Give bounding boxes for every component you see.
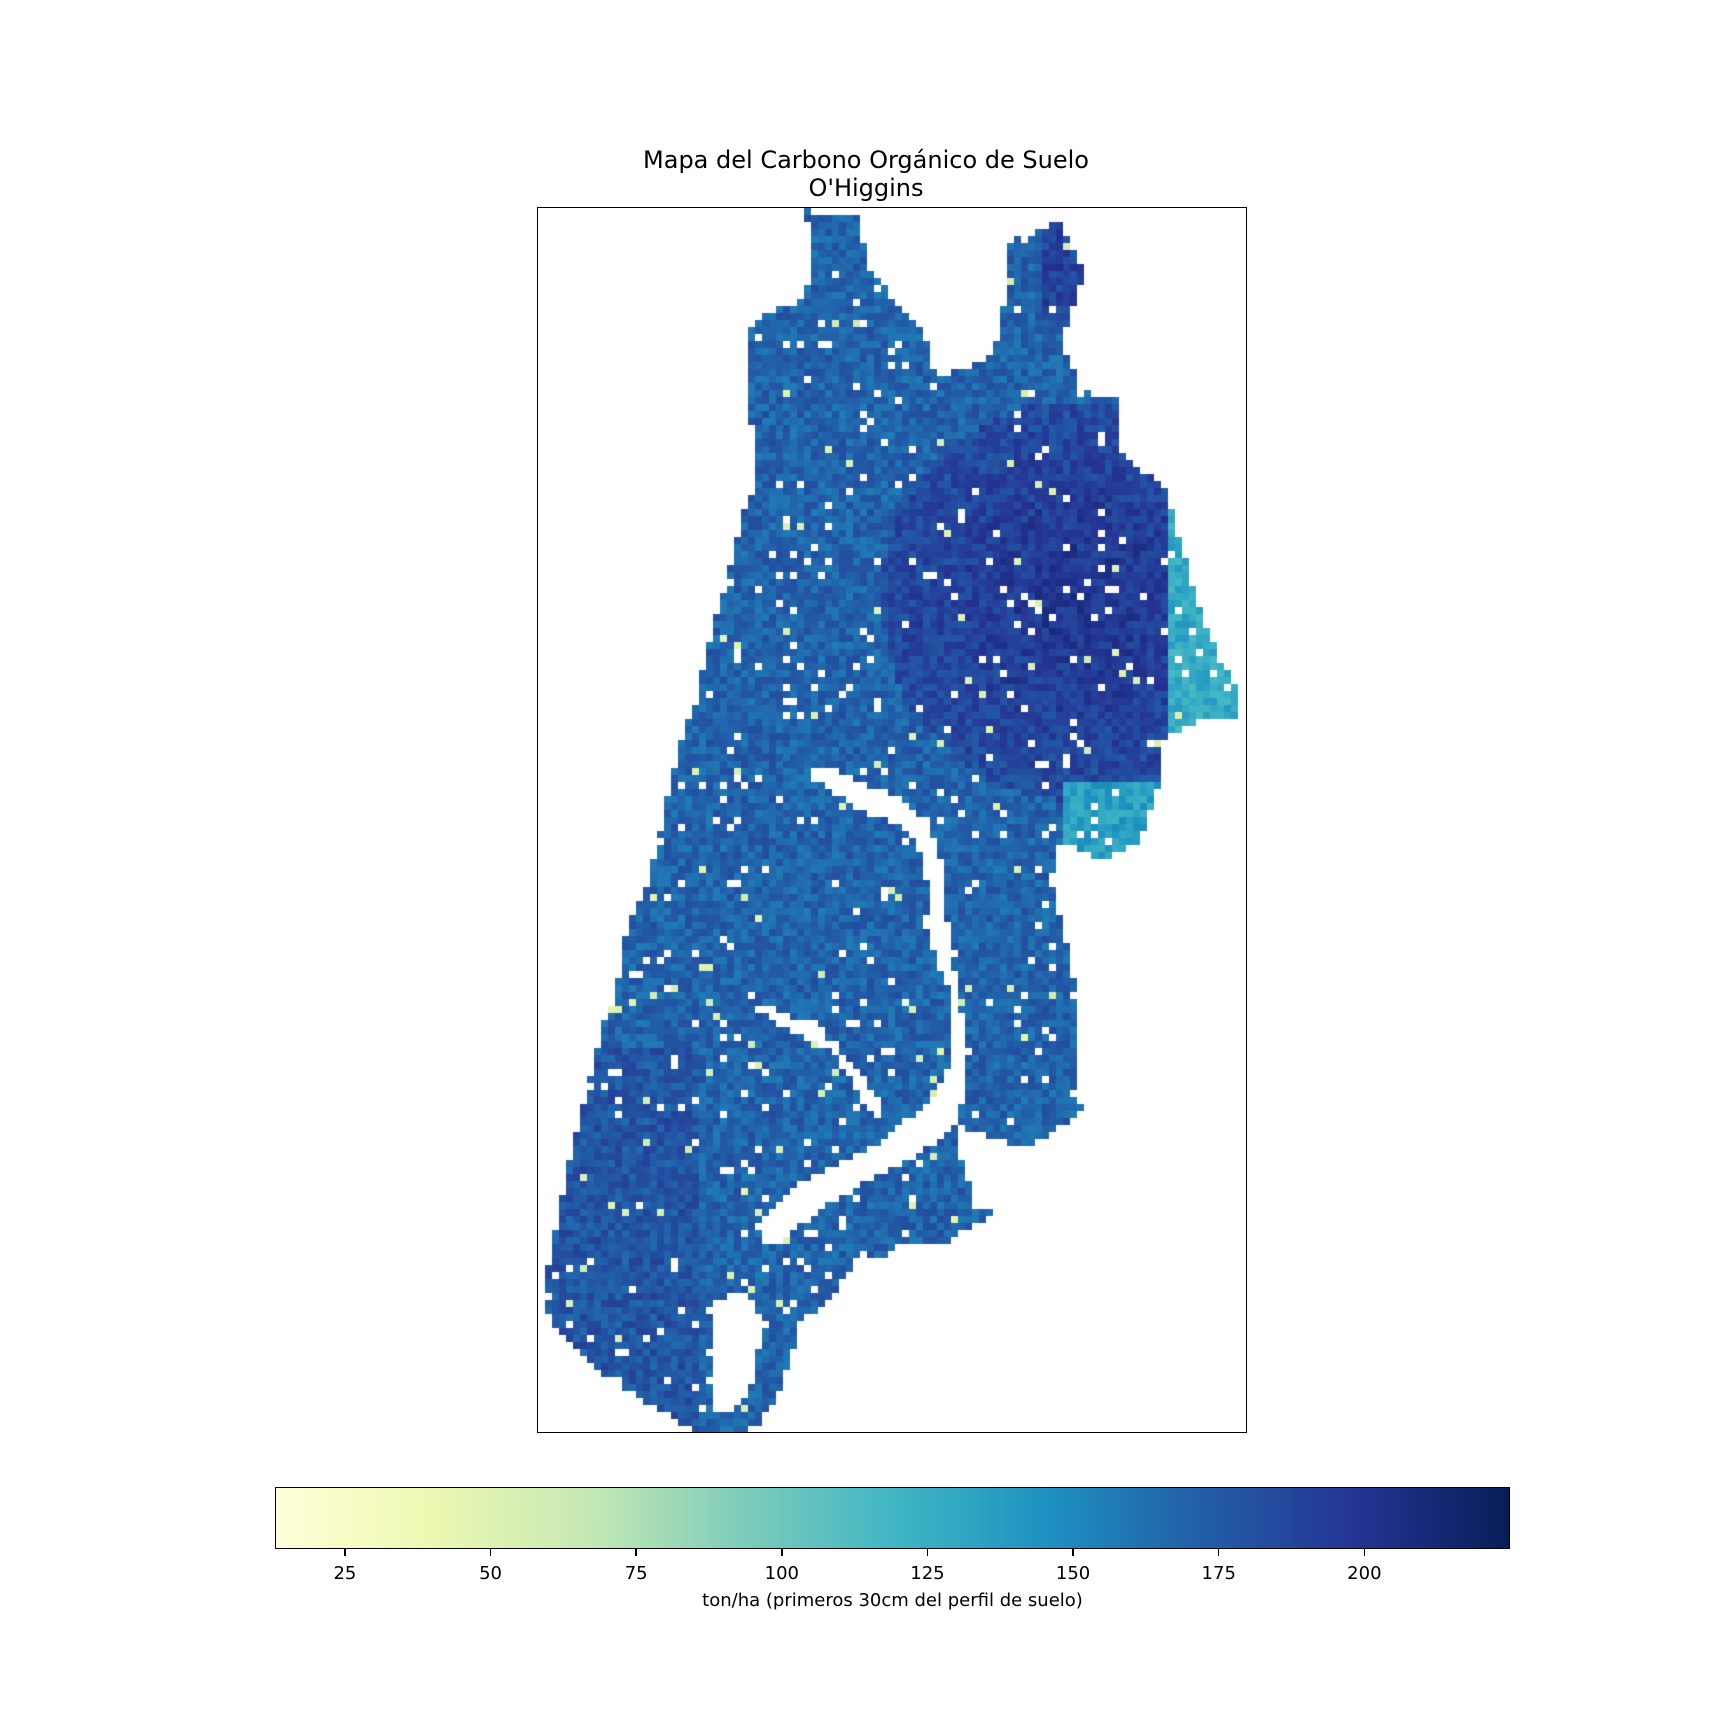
colorbar-tick-label: 150 [1055,1563,1091,1584]
colorbar-tick-label: 175 [1201,1563,1236,1584]
colorbar-tick-label: 75 [624,1563,648,1584]
map-subtitle-region: O'Higgins [808,174,924,202]
colorbar-tick-mark [635,1549,637,1556]
colorbar-tick-mark [1072,1549,1074,1556]
colorbar-ticks: 25 50 75 100 125 150 175 200 [275,1549,1510,1589]
colorbar [275,1487,1510,1549]
colorbar-tick-mark [344,1549,346,1556]
colorbar-tick-label: 50 [479,1563,502,1584]
colorbar-tick-mark [1217,1549,1220,1556]
colorbar-tick-mark [781,1549,783,1556]
colorbar-label: ton/ha (primeros 30cm del perfil de suel… [702,1590,1083,1611]
map-frame [537,207,1247,1433]
colorbar-tick-mark [1363,1549,1366,1556]
colorbar-tick-label: 125 [910,1563,945,1584]
map-title: Mapa del Carbono Orgánico de Suelo [643,146,1089,174]
colorbar-tick-mark [489,1549,492,1556]
colorbar-tick-label: 200 [1347,1563,1382,1584]
colorbar-tick-label: 25 [333,1563,357,1584]
soil-carbon-raster [538,208,1246,1432]
colorbar-tick-mark [926,1549,929,1556]
colorbar-tick-label: 100 [764,1563,799,1584]
